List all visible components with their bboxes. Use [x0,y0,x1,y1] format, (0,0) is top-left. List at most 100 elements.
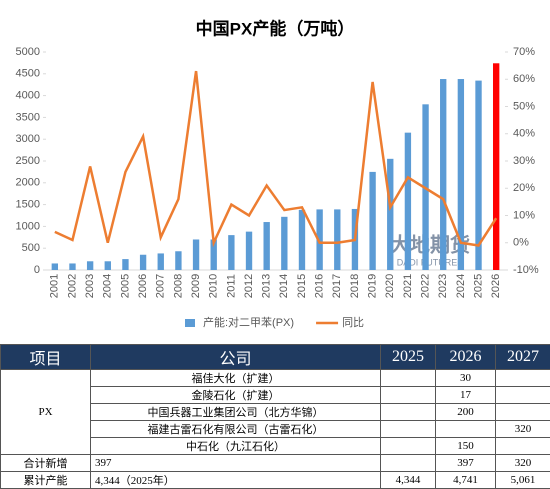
row: 合计新增 397 397 320 [1,455,550,472]
company-cell: 福佳大化（扩建） [91,370,381,387]
x-tick-label: 2007 [155,274,167,298]
x-tick-label: 2020 [384,274,396,298]
bar [440,79,446,270]
label-cell: 累计产能 [1,472,91,489]
x-tick-label: 2004 [102,274,114,298]
bar [387,159,393,270]
y-tick-label: 3000 [16,133,40,145]
bar [52,263,58,270]
bar [369,172,375,270]
bar [105,261,111,270]
cell: 320 [496,421,550,438]
cell [381,370,436,387]
x-tick-label: 2018 [349,274,361,298]
x-tick-label: 2014 [278,274,290,298]
x-tick-label: 2024 [455,274,467,298]
y-tick-label: 1500 [16,199,40,211]
bar [405,133,411,270]
header-cell: 公司 [91,345,381,370]
cell: 397 [91,455,381,472]
cell: 17 [436,387,496,404]
y2-tick-label: 30% [513,155,535,167]
bar [140,255,146,270]
y-tick-label: 4500 [16,68,40,80]
x-tick-label: 2008 [172,274,184,298]
cell [381,387,436,404]
y2-tick-label: 0% [513,237,529,249]
bar [175,251,181,270]
x-tick-label: 2002 [66,274,78,298]
capacity-table: 项目 公司 2025 2026 2027 PX 福佳大化（扩建） 30 金陵石化… [0,344,550,489]
cell: 150 [436,438,496,455]
y-tick-label: 2500 [16,155,40,167]
bar [193,239,199,270]
y-tick-label: 4000 [16,90,40,102]
chart-title: 中国PX产能（万吨） [196,18,355,38]
bar [246,232,252,270]
x-tick-label: 2022 [419,274,431,298]
x-tick-label: 2019 [367,274,379,298]
cell: 4,741 [436,472,496,489]
x-tick-label: 2023 [437,274,449,298]
cell: 30 [436,370,496,387]
bar [299,210,305,270]
cell [381,421,436,438]
cell: 200 [436,404,496,421]
bar [122,259,128,270]
header-cell: 项目 [1,345,91,370]
header-cell: 2027 [496,345,550,370]
cell [381,455,436,472]
bar [158,253,164,270]
cell [436,421,496,438]
cell: 4,344（2025年） [91,472,381,489]
bar [69,263,75,270]
company-cell: 福建古雷石化有限公司（古雷石化） [91,421,381,438]
cell [381,438,436,455]
legend-swatch [185,319,195,327]
y-tick-label: 3500 [16,111,40,123]
bar [334,209,340,270]
header-cell: 2025 [381,345,436,370]
bar [281,217,287,270]
bar [263,222,269,270]
legend-label: 同比 [342,316,364,329]
cell [496,370,550,387]
y-tick-label: 1000 [16,220,40,232]
label-cell: 合计新增 [1,455,91,472]
cell: 320 [496,455,550,472]
bar [493,63,499,270]
x-tick-label: 2013 [261,274,273,298]
y-tick-label: 0 [34,264,40,276]
cell: 4,344 [381,472,436,489]
y2-tick-label: 70% [513,46,535,58]
header-row: 项目 公司 2025 2026 2027 [1,345,550,370]
y2-tick-label: -10% [513,264,539,276]
x-tick-label: 2001 [49,274,61,298]
x-tick-label: 2009 [190,274,202,298]
y-tick-label: 5000 [16,46,40,58]
x-tick-label: 2016 [314,274,326,298]
company-cell: 金陵石化（扩建） [91,387,381,404]
cell: 397 [436,455,496,472]
item-cell: PX [1,370,91,455]
y-tick-label: 500 [22,242,40,254]
x-tick-label: 2006 [137,274,149,298]
x-tick-label: 2021 [402,274,414,298]
cell [496,404,550,421]
x-tick-label: 2026 [490,274,502,298]
x-tick-label: 2011 [225,274,237,298]
x-tick-label: 2005 [119,274,131,298]
cell [496,387,550,404]
row: 累计产能 4,344（2025年） 4,344 4,741 5,061 [1,472,550,489]
cell [381,404,436,421]
line [55,71,496,245]
legend-label: 产能:对二甲苯(PX) [203,315,294,329]
header-cell: 2026 [436,345,496,370]
x-tick-label: 2012 [243,274,255,298]
cell [496,438,550,455]
x-tick-label: 2025 [472,274,484,298]
x-tick-label: 2015 [296,274,308,298]
row: PX 福佳大化（扩建） 30 [1,370,550,387]
x-tick-label: 2017 [331,274,343,298]
bar [87,261,93,270]
